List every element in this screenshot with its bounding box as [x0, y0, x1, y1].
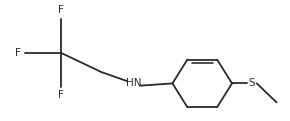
Text: HN: HN — [126, 78, 141, 88]
Text: F: F — [58, 90, 64, 100]
Text: S: S — [249, 78, 255, 88]
Text: F: F — [15, 48, 21, 58]
Text: F: F — [58, 5, 64, 15]
